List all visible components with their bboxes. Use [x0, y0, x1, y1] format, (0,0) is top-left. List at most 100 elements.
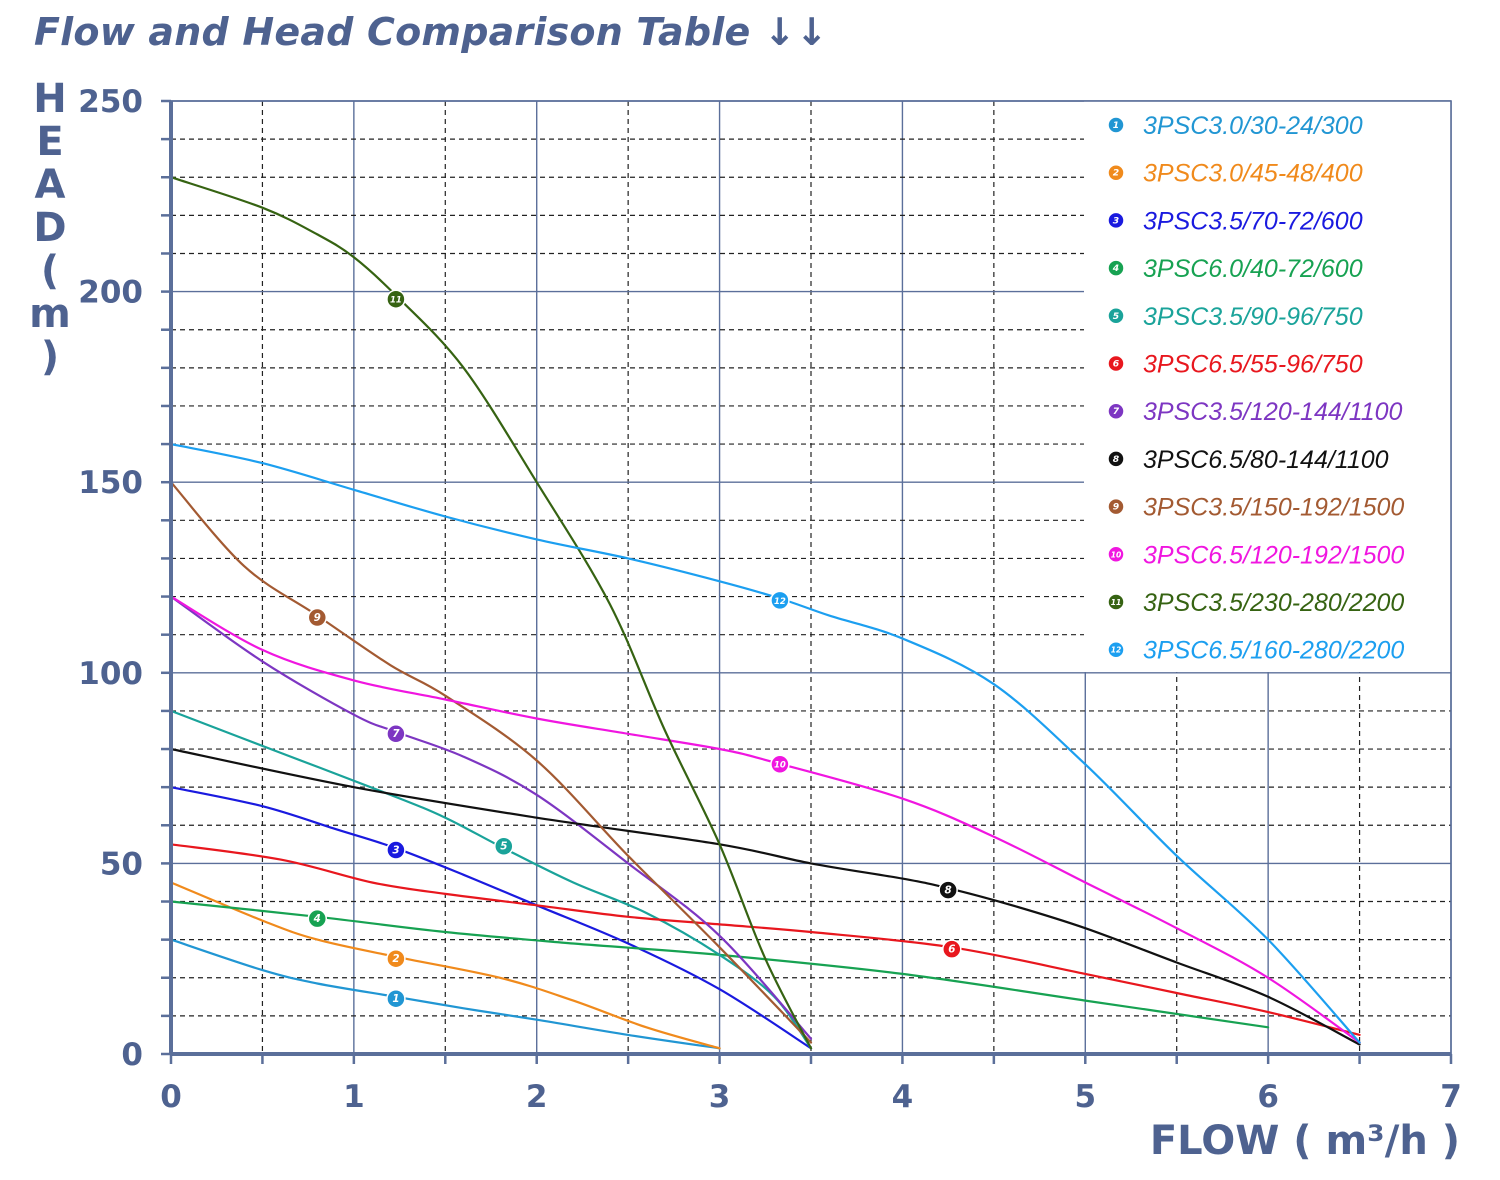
legend-marker-1: 1: [1107, 116, 1125, 134]
series-marker-1-label: 1: [392, 993, 399, 1005]
series-line-2: [169, 881, 721, 1050]
x-tick-label: 3: [709, 1079, 731, 1115]
legend-marker-6-label: 6: [1113, 359, 1120, 370]
series-marker-5-circle: [494, 836, 514, 856]
series-7: [169, 595, 813, 1040]
legend-marker-8-label: 8: [1113, 454, 1120, 465]
series-marker-10-label: 10: [774, 761, 786, 771]
legend-marker-11-circle: [1107, 593, 1125, 611]
series-marker-8: 8: [938, 880, 958, 900]
series-marker-5: 5: [494, 836, 514, 856]
legend-item-1: 1 3PSC3.0/30-24/300: [1107, 112, 1363, 140]
legend-item-2: 2 3PSC3.0/45-48/400: [1107, 160, 1363, 188]
series-marker-2: 2: [386, 948, 406, 969]
series-8: [169, 747, 1361, 1046]
series-marker-1-circle: [386, 988, 406, 1009]
series-marker-10-circle: [770, 754, 790, 775]
y-tick-label: 100: [78, 656, 143, 692]
series-line-6: [169, 843, 1361, 1036]
legend-marker-1-label: 1: [1113, 120, 1119, 131]
legend-item-7: 7 3PSC3.5/120-144/1100: [1107, 398, 1403, 426]
legend-marker-9: 9: [1107, 497, 1125, 516]
legend-marker-10: 10: [1107, 545, 1125, 564]
legend-marker-9-circle: [1107, 497, 1125, 516]
legend-marker-12: 12: [1107, 640, 1125, 659]
y-axis-title-char: D: [33, 205, 67, 251]
series-marker-10: 10: [770, 754, 790, 775]
series-line-10: [169, 595, 1361, 1044]
series-marker-4: 4: [307, 908, 328, 929]
x-tick-label: 4: [892, 1079, 914, 1115]
x-tick-label: 1: [343, 1079, 365, 1115]
series-marker-12-label: 12: [774, 597, 786, 607]
y-axis-title-char: A: [34, 162, 66, 208]
x-axis-title: FLOW ( m³/h ): [1149, 1118, 1460, 1164]
x-tick-label: 5: [1074, 1079, 1096, 1115]
legend-marker-11: 11: [1107, 593, 1125, 611]
series-marker-11: 11: [386, 289, 406, 309]
series-12: [169, 443, 1361, 1044]
legend-marker-3-circle: [1107, 211, 1125, 230]
y-axis-title-char: m: [29, 291, 71, 337]
x-tick-label: 6: [1257, 1079, 1279, 1115]
page-title: Flow and Head Comparison Table ↓↓: [34, 10, 828, 54]
series-marker-5-label: 5: [500, 841, 507, 853]
x-tick-label: 2: [526, 1079, 548, 1115]
legend: 1 3PSC3.0/30-24/300 2 3PSC3.0/45-48/400 3 3PS…: [1084, 101, 1451, 672]
series-marker-4-label: 4: [313, 913, 321, 925]
series-9: [169, 481, 813, 1044]
y-tick-label: 200: [78, 275, 143, 311]
legend-label-6: 3PSC6.5/55-96/750: [1143, 351, 1363, 379]
series-marker-7-circle: [386, 724, 406, 744]
series-marker-7: 7: [386, 724, 406, 744]
series-marker-2-circle: [386, 948, 406, 969]
legend-marker-12-circle: [1107, 640, 1125, 659]
legend-marker-2-label: 2: [1113, 168, 1119, 179]
series-2: [169, 881, 721, 1050]
series-line-7: [169, 595, 813, 1040]
legend-marker-11-label: 11: [1111, 598, 1122, 607]
legend-marker-8-circle: [1107, 450, 1125, 468]
series-3: [169, 786, 813, 1050]
legend-marker-8: 8: [1107, 450, 1125, 468]
series-line-11: [169, 176, 813, 1050]
legend-label-4: 3PSC6.0/40-72/600: [1143, 255, 1363, 283]
series-line-4: [169, 900, 1270, 1029]
series-marker-4-circle: [307, 908, 328, 929]
series-4: [169, 900, 1270, 1029]
series-marker-1: 1: [386, 988, 406, 1009]
y-tick-label: 250: [78, 84, 143, 120]
y-tick-label: 150: [78, 465, 143, 501]
series-marker-2-label: 2: [392, 953, 399, 965]
series-marker-12-circle: [770, 590, 790, 611]
series-marker-11-circle: [386, 289, 406, 309]
legend-marker-4-circle: [1107, 259, 1125, 277]
series-marker-6-label: 6: [948, 944, 955, 956]
legend-item-8: 8 3PSC6.5/80-144/1100: [1107, 446, 1389, 474]
legend-item-11: 11 3PSC3.5/230-280/2200: [1107, 589, 1404, 617]
series-line-1: [169, 938, 721, 1050]
legend-item-9: 9 3PSC3.5/150-192/1500: [1107, 494, 1404, 522]
series-marker-12: 12: [770, 590, 790, 611]
legend-marker-10-circle: [1107, 545, 1125, 564]
series-line-9: [169, 481, 813, 1044]
y-tick-label: 0: [121, 1037, 143, 1073]
legend-marker-10-label: 10: [1111, 550, 1122, 559]
legend-label-9: 3PSC3.5/150-192/1500: [1143, 494, 1404, 522]
y-axis-title-char: (: [40, 248, 60, 294]
axes: [161, 99, 1453, 1064]
series-marker-7-label: 7: [392, 728, 400, 740]
series-marker-8-circle: [938, 880, 958, 900]
y-axis-title-char: ): [40, 334, 60, 380]
legend-marker-7-label: 7: [1113, 406, 1120, 417]
y-tick-label: 50: [100, 846, 143, 882]
series-line-8: [169, 747, 1361, 1046]
legend-marker-3: 3: [1107, 211, 1125, 230]
legend-marker-5-label: 5: [1113, 311, 1119, 322]
legend-marker-5: 5: [1107, 307, 1125, 325]
legend-label-5: 3PSC3.5/90-96/750: [1143, 303, 1363, 331]
series-marker-11-label: 11: [390, 296, 402, 306]
